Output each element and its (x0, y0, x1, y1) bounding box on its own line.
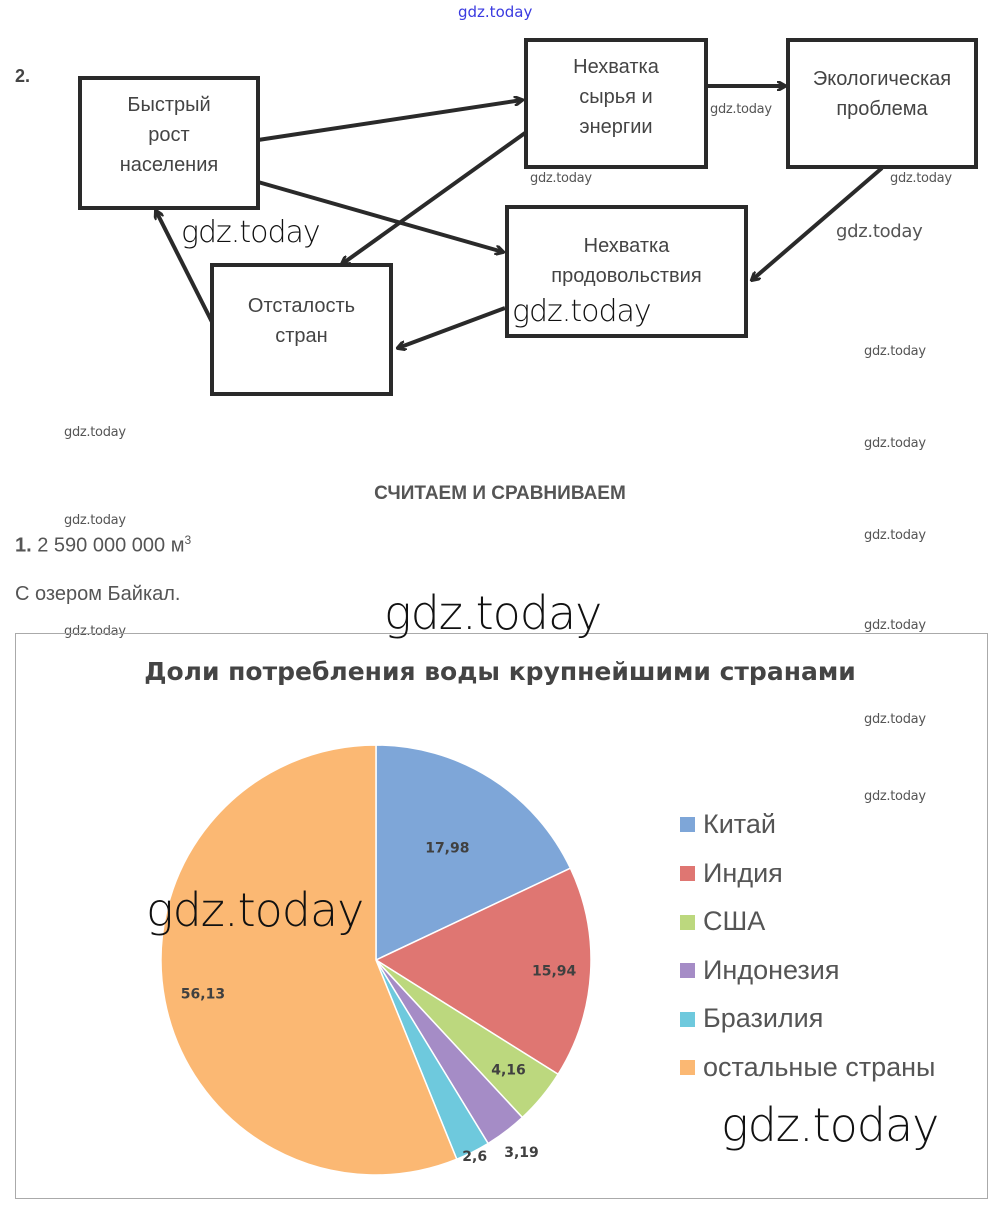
watermark: gdz.today (864, 344, 926, 359)
legend-label: Бразилия (703, 1003, 824, 1034)
watermark: gdz.today (721, 1098, 939, 1152)
legend-swatch (680, 865, 695, 881)
arrow-eco-to-food (752, 166, 884, 280)
legend-item: остальные страны (680, 1052, 936, 1083)
pie-chart (15, 633, 988, 1199)
arrow-raw-to-backward (342, 131, 527, 264)
arrow-growth-to-food (257, 180, 503, 252)
box-population-growth: Быстрый рост населения (78, 76, 260, 210)
legend-label: США (703, 906, 766, 937)
watermark: gdz.today (384, 586, 602, 640)
pie-data-label: 4,16 (491, 1063, 526, 1079)
pie-slice-6 (160, 744, 458, 1176)
watermark: gdz.today (181, 215, 321, 250)
legend-swatch (680, 963, 695, 979)
legend-label: остальные страны (703, 1052, 936, 1082)
watermark: gdz.today (64, 624, 126, 639)
watermark: gdz.today (864, 436, 926, 451)
section-title: СЧИТАЕМ И СРАВНИВАЕМ (374, 483, 626, 504)
answer-number: 1. (15, 534, 32, 557)
watermark: gdz.today (864, 789, 926, 804)
legend-label: Индия (703, 857, 783, 888)
watermark: gdz.today (710, 102, 772, 117)
task-number: 2. (15, 66, 31, 86)
watermark: gdz.today (530, 171, 592, 186)
pie-slice-1 (375, 744, 572, 962)
legend-swatch (680, 817, 695, 833)
pie-data-label: 17,98 (425, 840, 469, 856)
legend-swatch (680, 914, 695, 930)
watermark: gdz.today (64, 513, 126, 528)
pie-data-label: 2,6 (462, 1149, 487, 1165)
box-raw-materials-shortage: Нехватка сырья и энергии (524, 38, 708, 169)
answer-value: 2 590 000 000 м (37, 534, 185, 557)
legend-swatch (680, 1011, 695, 1027)
watermark: gdz.today (146, 883, 364, 937)
watermark: gdz.today (864, 528, 926, 543)
diagram-arrows (0, 0, 884, 420)
arrow-growth-to-raw (257, 100, 522, 142)
pie-data-label: 56,13 (181, 987, 225, 1003)
legend-item: Китай (680, 809, 776, 840)
legend-item: Индия (680, 857, 783, 889)
arrow-food-to-backward (398, 306, 506, 348)
answer-unit-exponent: 3 (184, 533, 192, 547)
pie-data-label: 3,19 (504, 1145, 539, 1161)
watermark: gdz.today (864, 712, 926, 727)
watermark-top: gdz.today (458, 3, 533, 21)
chart-title: Доли потребления воды крупнейшими страна… (144, 657, 856, 686)
legend-item: Бразилия (680, 1004, 823, 1034)
watermark: gdz.today (512, 294, 652, 329)
pie-slice-2 (374, 867, 592, 1076)
box-food-shortage: Нехватка продовольствия (505, 205, 748, 338)
legend-swatch (680, 1060, 695, 1076)
box-backward-countries: Отсталость стран (210, 263, 393, 396)
legend-label: Индонезия (703, 954, 840, 985)
arrow-backward-to-growth (156, 211, 214, 323)
answer-1: 1. 2 590 000 000 м3 (15, 533, 191, 558)
pie-data-label: 15,94 (532, 964, 577, 980)
watermark: gdz.today (64, 425, 126, 440)
watermark: gdz.today (864, 618, 926, 633)
legend-label: Китай (703, 809, 776, 839)
answer-1-text: С озером Байкал. (15, 583, 181, 605)
legend-item: Индонезия (680, 954, 840, 986)
watermark: gdz.today (890, 171, 952, 186)
watermark: gdz.today (836, 221, 923, 242)
box-ecological-problem: Экологическая проблема (786, 38, 978, 169)
legend-item: США (680, 906, 766, 937)
